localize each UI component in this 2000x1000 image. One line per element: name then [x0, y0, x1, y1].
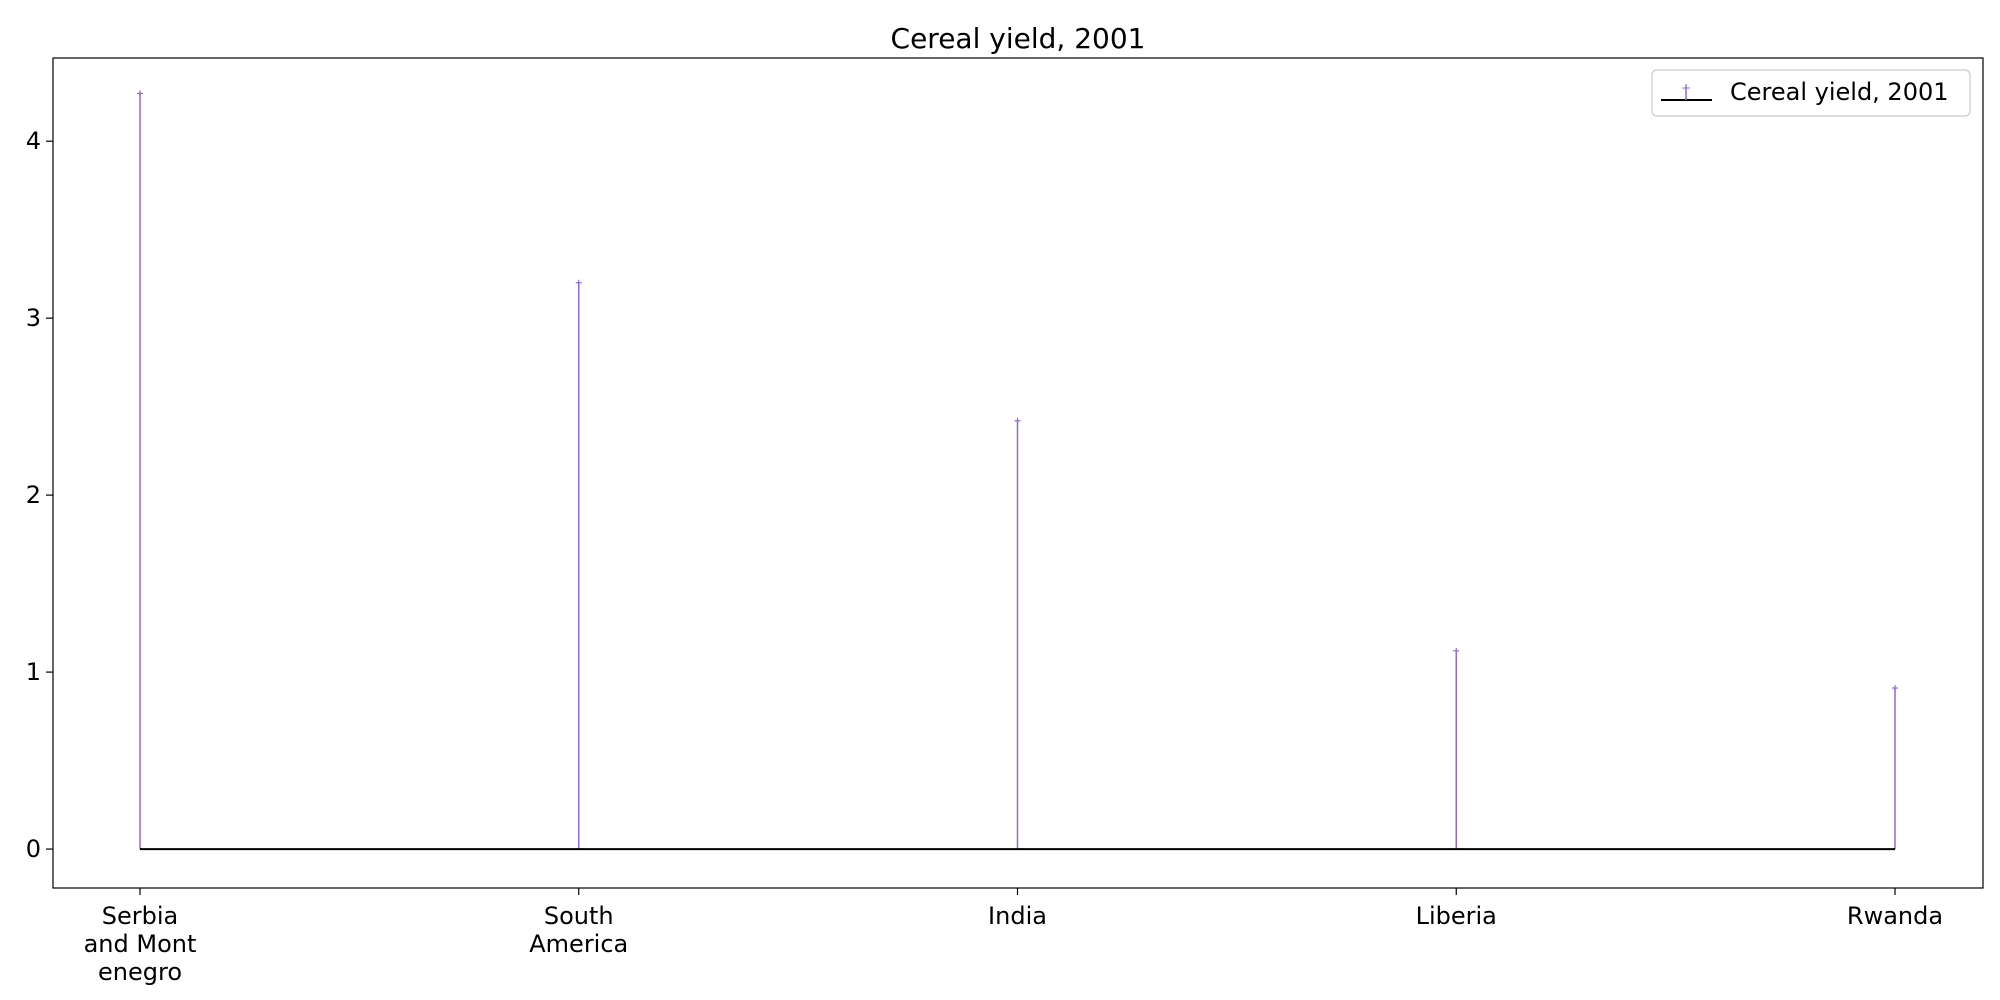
y-tick-label: 4 [26, 127, 41, 155]
chart-title: Cereal yield, 2001 [891, 22, 1146, 55]
x-tick-label-line: Rwanda [1847, 902, 1943, 930]
x-tick-label-line: India [988, 902, 1047, 930]
x-tick-label-line: South [544, 902, 614, 930]
x-tick-label-line: Serbia [102, 902, 178, 930]
x-tick-label-line: and Mont [84, 930, 197, 958]
x-axis: Serbia and Mont enegro South America India Lib… [84, 888, 1943, 986]
y-tick-label: 1 [26, 658, 41, 686]
y-tick-label: 0 [26, 835, 41, 863]
legend-marker-icon: + [1681, 81, 1691, 95]
x-tick-label-line: Liberia [1416, 902, 1497, 930]
x-tick-label: Rwanda [1847, 902, 1943, 930]
x-tick-label: Serbia and Mont enegro [84, 902, 197, 986]
x-tick-label: South America [529, 902, 628, 958]
x-tick-label-line: America [529, 930, 628, 958]
y-tick-label: 3 [26, 304, 41, 332]
legend: + Cereal yield, 2001 [1651, 69, 1971, 117]
x-tick-label: India [988, 902, 1047, 930]
y-tick-label: 2 [26, 481, 41, 509]
x-tick-label: Liberia [1416, 902, 1497, 930]
x-tick-label-line: enegro [98, 958, 182, 986]
legend-box [1651, 69, 1971, 117]
stem-series [137, 90, 1898, 851]
legend-label: Cereal yield, 2001 [1730, 78, 1949, 106]
y-axis: 0 1 2 3 4 [26, 127, 53, 863]
